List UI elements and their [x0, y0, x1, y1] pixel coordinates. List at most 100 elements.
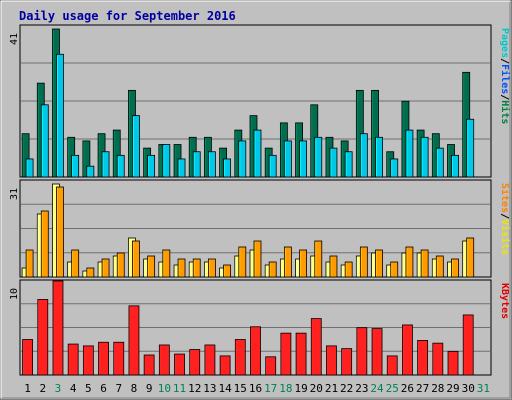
- bar-kbytes-day-26: [402, 324, 413, 376]
- panel-visits: 31 Sites/Visits: [9, 179, 511, 278]
- x-tick-label: 10: [158, 382, 171, 395]
- bar-kbytes-day-5: [82, 345, 94, 376]
- bar-sites-day-18: [283, 246, 292, 278]
- bar-kbytes-day-12: [189, 349, 201, 376]
- panel-hits-legend: Pages/Files/Hits: [499, 28, 511, 124]
- bar-sites-day-14: [223, 264, 232, 278]
- legend-separator: /: [499, 94, 510, 100]
- bar-kbytes-day-19: [295, 332, 307, 376]
- bar-kbytes-day-17: [265, 356, 277, 376]
- bar-kbytes-day-22: [341, 348, 353, 376]
- bar-files-day-24: [375, 136, 383, 178]
- bar-sites-day-15: [238, 246, 247, 278]
- x-tick-label: 26: [401, 382, 414, 395]
- bar-kbytes-day-3: [52, 280, 64, 376]
- panel-visits-legend: Sites/Visits: [499, 183, 511, 255]
- bar-kbytes-day-18: [280, 332, 292, 376]
- bar-sites-day-8: [132, 240, 140, 278]
- bar-kbytes-day-15: [234, 339, 246, 376]
- bar-kbytes-day-2: [37, 299, 49, 376]
- bar-sites-day-16: [253, 240, 262, 278]
- bar-kbytes-day-10: [158, 344, 170, 376]
- bar-kbytes-day-29: [447, 350, 459, 376]
- panel-visits-max-label: 31: [9, 188, 20, 200]
- bar-sites-day-7: [116, 252, 125, 278]
- bar-hits-day-1: [21, 133, 30, 178]
- bar-sites-day-2: [40, 210, 49, 278]
- bar-files-day-22: [344, 151, 353, 178]
- bar-sites-day-4: [71, 249, 80, 278]
- bar-files-day-13: [208, 151, 216, 178]
- bar-files-day-16: [253, 129, 262, 178]
- x-tick-label: 4: [70, 382, 77, 395]
- bar-sites-day-24: [375, 249, 383, 278]
- x-tick-label: 15: [234, 382, 247, 395]
- bar-files-day-25: [390, 158, 399, 178]
- bar-sites-day-28: [435, 255, 444, 278]
- x-tick-label: 12: [188, 382, 201, 395]
- bar-files-day-12: [192, 151, 201, 178]
- bar-files-day-2: [40, 104, 49, 178]
- x-tick-label: 24: [370, 382, 384, 395]
- bar-hits-day-5: [82, 140, 91, 178]
- x-tick-label: 5: [85, 382, 92, 395]
- bar-files-day-14: [223, 158, 232, 178]
- bar-files-day-11: [177, 158, 186, 178]
- panel-kbytes: 10 KBytes: [9, 279, 510, 376]
- x-tick-label: 14: [218, 382, 232, 395]
- bar-files-day-27: [420, 136, 429, 178]
- legend-separator: /: [499, 213, 510, 219]
- bar-sites-day-5: [86, 267, 95, 278]
- bar-sites-day-19: [299, 249, 307, 278]
- x-tick-label: 22: [340, 382, 353, 395]
- panel-hits-max-label: 41: [9, 33, 20, 45]
- chart-title: Daily usage for September 2016: [19, 9, 236, 23]
- x-tick-label: 3: [55, 382, 62, 395]
- legend-entry-files: Files: [499, 64, 511, 94]
- x-tick-label: 30: [462, 382, 475, 395]
- bar-kbytes-day-14: [219, 355, 231, 376]
- bar-kbytes-day-30: [462, 314, 474, 376]
- bar-sites-day-6: [101, 258, 110, 278]
- bar-sites-day-13: [208, 258, 216, 278]
- bar-kbytes-day-1: [22, 339, 33, 376]
- bar-sites-day-22: [344, 261, 353, 278]
- legend-entry-pages: Pages: [499, 28, 510, 58]
- bar-files-day-26: [405, 129, 414, 178]
- bar-files-day-17: [268, 154, 277, 178]
- legend-separator: /: [499, 58, 510, 64]
- bar-files-day-1: [25, 158, 34, 178]
- x-tick-label: 29: [446, 382, 459, 395]
- bar-files-day-23: [359, 133, 368, 178]
- legend-entry-kbytes: KBytes: [499, 283, 510, 319]
- bar-kbytes-day-20: [310, 318, 322, 376]
- bar-sites-day-21: [329, 255, 338, 278]
- bar-kbytes-day-28: [432, 342, 444, 376]
- x-tick-label: 7: [115, 382, 122, 395]
- panel-kbytes-max-label: 10: [9, 288, 20, 300]
- bar-kbytes-day-16: [250, 326, 261, 376]
- x-tick-label: 27: [416, 382, 429, 395]
- x-tick-label: 23: [355, 382, 368, 395]
- x-tick-label: 25: [386, 382, 399, 395]
- bar-files-day-18: [283, 140, 292, 178]
- bar-kbytes-day-9: [143, 354, 155, 376]
- bar-kbytes-day-11: [174, 353, 185, 376]
- x-tick-label: 9: [146, 382, 153, 395]
- bar-files-day-5: [86, 165, 95, 178]
- bar-sites-day-12: [192, 258, 201, 278]
- bar-sites-day-27: [420, 249, 429, 278]
- bar-sites-day-11: [177, 258, 186, 278]
- bar-sites-day-3: [56, 186, 64, 278]
- bar-kbytes-day-7: [113, 341, 125, 376]
- bar-files-day-3: [56, 53, 64, 178]
- bar-files-day-30: [466, 118, 475, 178]
- bar-sites-day-26: [405, 246, 414, 278]
- bar-files-day-7: [116, 154, 125, 178]
- bar-kbytes-day-4: [67, 343, 79, 376]
- x-tick-label: 8: [131, 382, 138, 395]
- legend-entry-hits: Hits: [499, 100, 511, 124]
- bar-files-day-28: [435, 147, 444, 178]
- bar-sites-day-9: [147, 255, 156, 278]
- x-tick-label: 6: [100, 382, 107, 395]
